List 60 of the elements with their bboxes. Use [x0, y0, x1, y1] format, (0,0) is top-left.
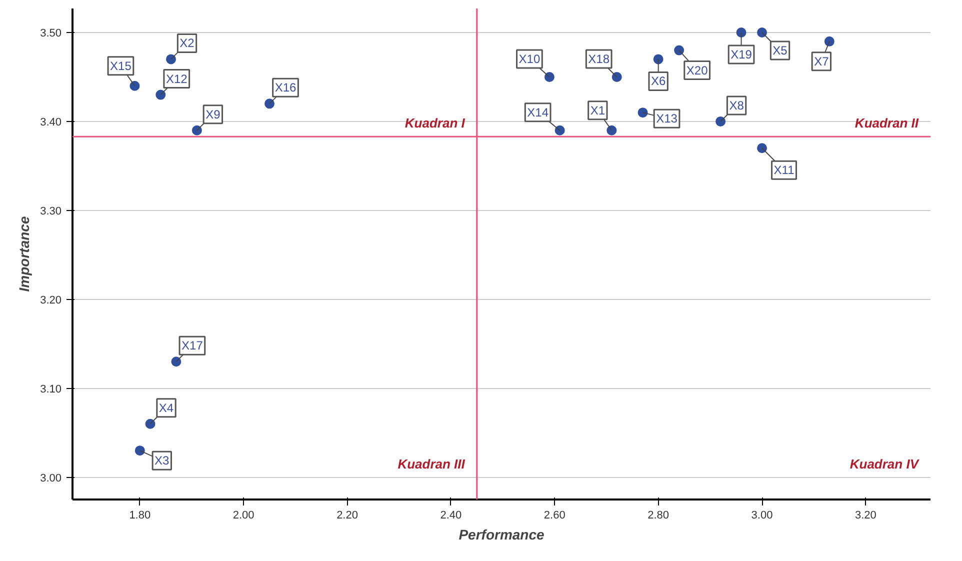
point: [736, 28, 746, 38]
annotation: X8: [729, 98, 744, 112]
annotation: X16: [274, 80, 297, 95]
annotation: X18: [588, 52, 610, 66]
annotation: X3: [154, 454, 170, 468]
point: [264, 98, 275, 109]
point: [716, 116, 726, 126]
x-tick-label: 3.20: [854, 510, 876, 522]
point: [653, 54, 664, 64]
point: [757, 28, 768, 38]
point: [130, 80, 140, 91]
y-tick-label: 3.40: [40, 116, 62, 128]
point: [638, 108, 648, 118]
point: [171, 356, 182, 367]
point: [612, 72, 622, 82]
annotation: X6: [650, 74, 666, 88]
point: [824, 36, 834, 46]
point: [554, 125, 565, 136]
annotation: X7: [814, 54, 830, 68]
annotation: Kuadran IV: [850, 456, 920, 472]
x-tick-label: 1.80: [129, 510, 151, 522]
y-axis-title: Importance: [16, 216, 32, 292]
point: [192, 125, 202, 136]
point: [134, 446, 145, 456]
annotation: Kuadran I: [404, 116, 466, 131]
annotation: X1: [590, 103, 606, 118]
annotation: X19: [730, 48, 752, 62]
y-tick-label: 3.00: [40, 472, 62, 484]
y-tick-label: 3.30: [40, 205, 62, 218]
point: [674, 45, 684, 56]
x-tick-label: 2.40: [440, 510, 462, 522]
point: [156, 90, 166, 100]
annotation: X12: [166, 72, 188, 86]
annotation: X11: [774, 163, 795, 178]
y-tick-label: 3.10: [40, 383, 62, 396]
annotation: X14: [527, 105, 549, 120]
annotation: Kuadran III: [398, 456, 466, 472]
x-tick-label: 2.80: [648, 510, 670, 522]
x-tick-label: 2.60: [544, 510, 566, 522]
annotation: Kuadran II: [854, 116, 919, 131]
x-axis-title: Performance: [458, 526, 545, 542]
annotation: X10: [518, 52, 540, 66]
point: [145, 418, 156, 429]
annotation: X9: [206, 107, 221, 122]
x-tick-label: 2.20: [336, 510, 358, 522]
point: [166, 54, 176, 64]
annotation: X5: [772, 44, 788, 58]
annotation: X20: [686, 63, 708, 78]
annotation: X15: [110, 58, 132, 73]
y-tick-label: 3.50: [40, 28, 62, 40]
y-tick-label: 3.20: [40, 294, 62, 306]
x-tick-label: 2.00: [232, 510, 254, 522]
annotation: X2: [180, 36, 195, 50]
x-tick-label: 3.00: [751, 510, 773, 522]
annotation: X17: [182, 338, 204, 353]
point: [606, 125, 617, 136]
annotation: X13: [656, 112, 678, 126]
point: [544, 72, 554, 82]
annotation: X4: [158, 400, 174, 415]
point: [757, 143, 768, 154]
